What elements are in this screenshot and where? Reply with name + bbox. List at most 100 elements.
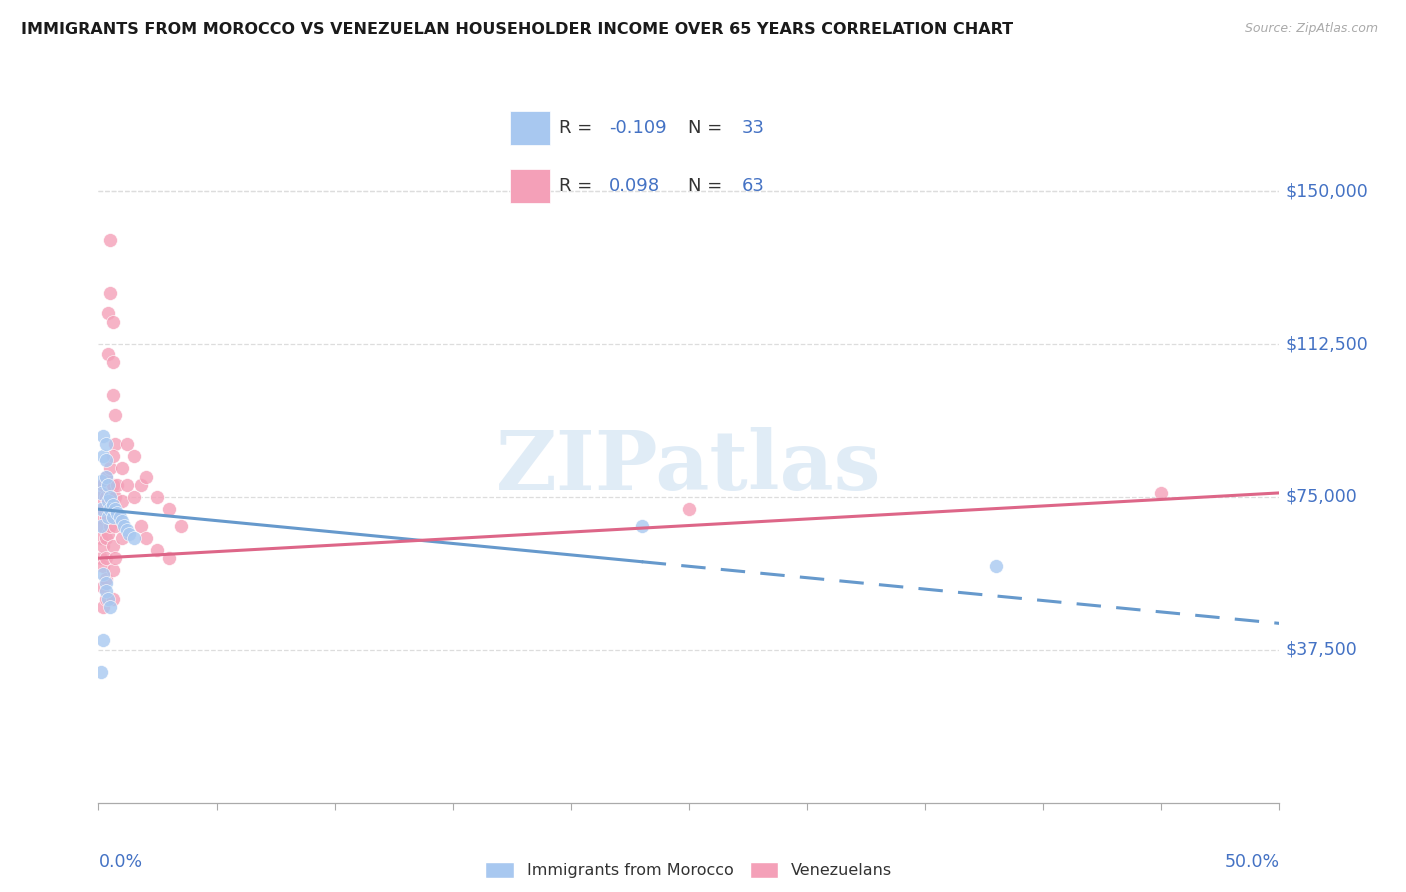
- Text: ZIPatlas: ZIPatlas: [496, 427, 882, 508]
- Point: [101, 355, 124, 369]
- Point: [104, 551, 127, 566]
- Point: [91, 600, 114, 615]
- Point: [94, 531, 117, 545]
- Point: [98, 502, 121, 516]
- Point: [122, 449, 145, 463]
- Point: [111, 494, 134, 508]
- Point: [157, 551, 180, 566]
- Point: [98, 461, 121, 475]
- Legend: Immigrants from Morocco, Venezuelans: Immigrants from Morocco, Venezuelans: [479, 855, 898, 885]
- Point: [94, 572, 117, 586]
- Point: [91, 502, 114, 516]
- Point: [122, 490, 145, 504]
- Text: $75,000: $75,000: [1285, 488, 1357, 506]
- Point: [101, 591, 124, 606]
- Point: [129, 477, 152, 491]
- Point: [115, 477, 138, 491]
- Point: [104, 409, 127, 423]
- Point: [94, 591, 117, 606]
- Point: [90, 531, 112, 545]
- Point: [97, 510, 120, 524]
- Point: [105, 506, 128, 520]
- Point: [105, 477, 128, 491]
- Point: [98, 518, 121, 533]
- Point: [90, 665, 112, 680]
- Point: [122, 531, 145, 545]
- Text: Source: ZipAtlas.com: Source: ZipAtlas.com: [1244, 22, 1378, 36]
- Point: [94, 437, 117, 451]
- Point: [91, 559, 114, 574]
- Point: [678, 502, 700, 516]
- Point: [984, 559, 1007, 574]
- Point: [129, 518, 152, 533]
- Point: [90, 510, 112, 524]
- Point: [111, 461, 134, 475]
- Point: [630, 518, 652, 533]
- Text: $37,500: $37,500: [1285, 640, 1357, 659]
- Point: [91, 429, 114, 443]
- Point: [98, 486, 121, 500]
- Point: [101, 563, 124, 577]
- Point: [94, 575, 117, 590]
- Point: [97, 526, 120, 541]
- Point: [97, 591, 120, 606]
- Point: [97, 306, 120, 320]
- Point: [111, 515, 134, 529]
- Point: [94, 583, 117, 598]
- Point: [91, 518, 114, 533]
- Point: [101, 498, 124, 512]
- Point: [101, 539, 124, 553]
- Point: [104, 490, 127, 504]
- Point: [97, 477, 120, 491]
- Point: [98, 286, 121, 301]
- Point: [115, 523, 138, 537]
- Point: [98, 233, 121, 247]
- Point: [170, 518, 193, 533]
- Point: [101, 449, 124, 463]
- Point: [97, 347, 120, 361]
- Point: [97, 494, 120, 508]
- Point: [101, 510, 124, 524]
- Point: [91, 632, 114, 647]
- Point: [97, 502, 120, 516]
- Point: [108, 510, 131, 524]
- Point: [146, 543, 169, 558]
- Point: [94, 510, 117, 524]
- Point: [90, 518, 112, 533]
- Point: [112, 518, 135, 533]
- Point: [90, 502, 112, 516]
- Point: [91, 567, 114, 582]
- Point: [94, 453, 117, 467]
- Point: [146, 490, 169, 504]
- Point: [104, 437, 127, 451]
- Point: [90, 474, 112, 488]
- Point: [91, 449, 114, 463]
- Point: [104, 518, 127, 533]
- Text: 50.0%: 50.0%: [1225, 853, 1279, 871]
- Point: [157, 502, 180, 516]
- Point: [115, 437, 138, 451]
- Point: [94, 469, 117, 483]
- Text: 0.0%: 0.0%: [98, 853, 142, 871]
- Point: [118, 526, 141, 541]
- Text: $112,500: $112,500: [1285, 335, 1368, 353]
- Point: [94, 469, 117, 483]
- Point: [105, 510, 128, 524]
- Point: [135, 531, 157, 545]
- Point: [1150, 486, 1173, 500]
- Point: [101, 510, 124, 524]
- Text: $150,000: $150,000: [1285, 182, 1368, 200]
- Point: [91, 580, 114, 594]
- Text: IMMIGRANTS FROM MOROCCO VS VENEZUELAN HOUSEHOLDER INCOME OVER 65 YEARS CORRELATI: IMMIGRANTS FROM MOROCCO VS VENEZUELAN HO…: [21, 22, 1014, 37]
- Point: [101, 315, 124, 329]
- Point: [94, 551, 117, 566]
- Point: [97, 477, 120, 491]
- Point: [101, 477, 124, 491]
- Point: [98, 600, 121, 615]
- Point: [111, 531, 134, 545]
- Point: [101, 388, 124, 402]
- Point: [98, 490, 121, 504]
- Point: [135, 469, 157, 483]
- Point: [90, 551, 112, 566]
- Point: [91, 539, 114, 553]
